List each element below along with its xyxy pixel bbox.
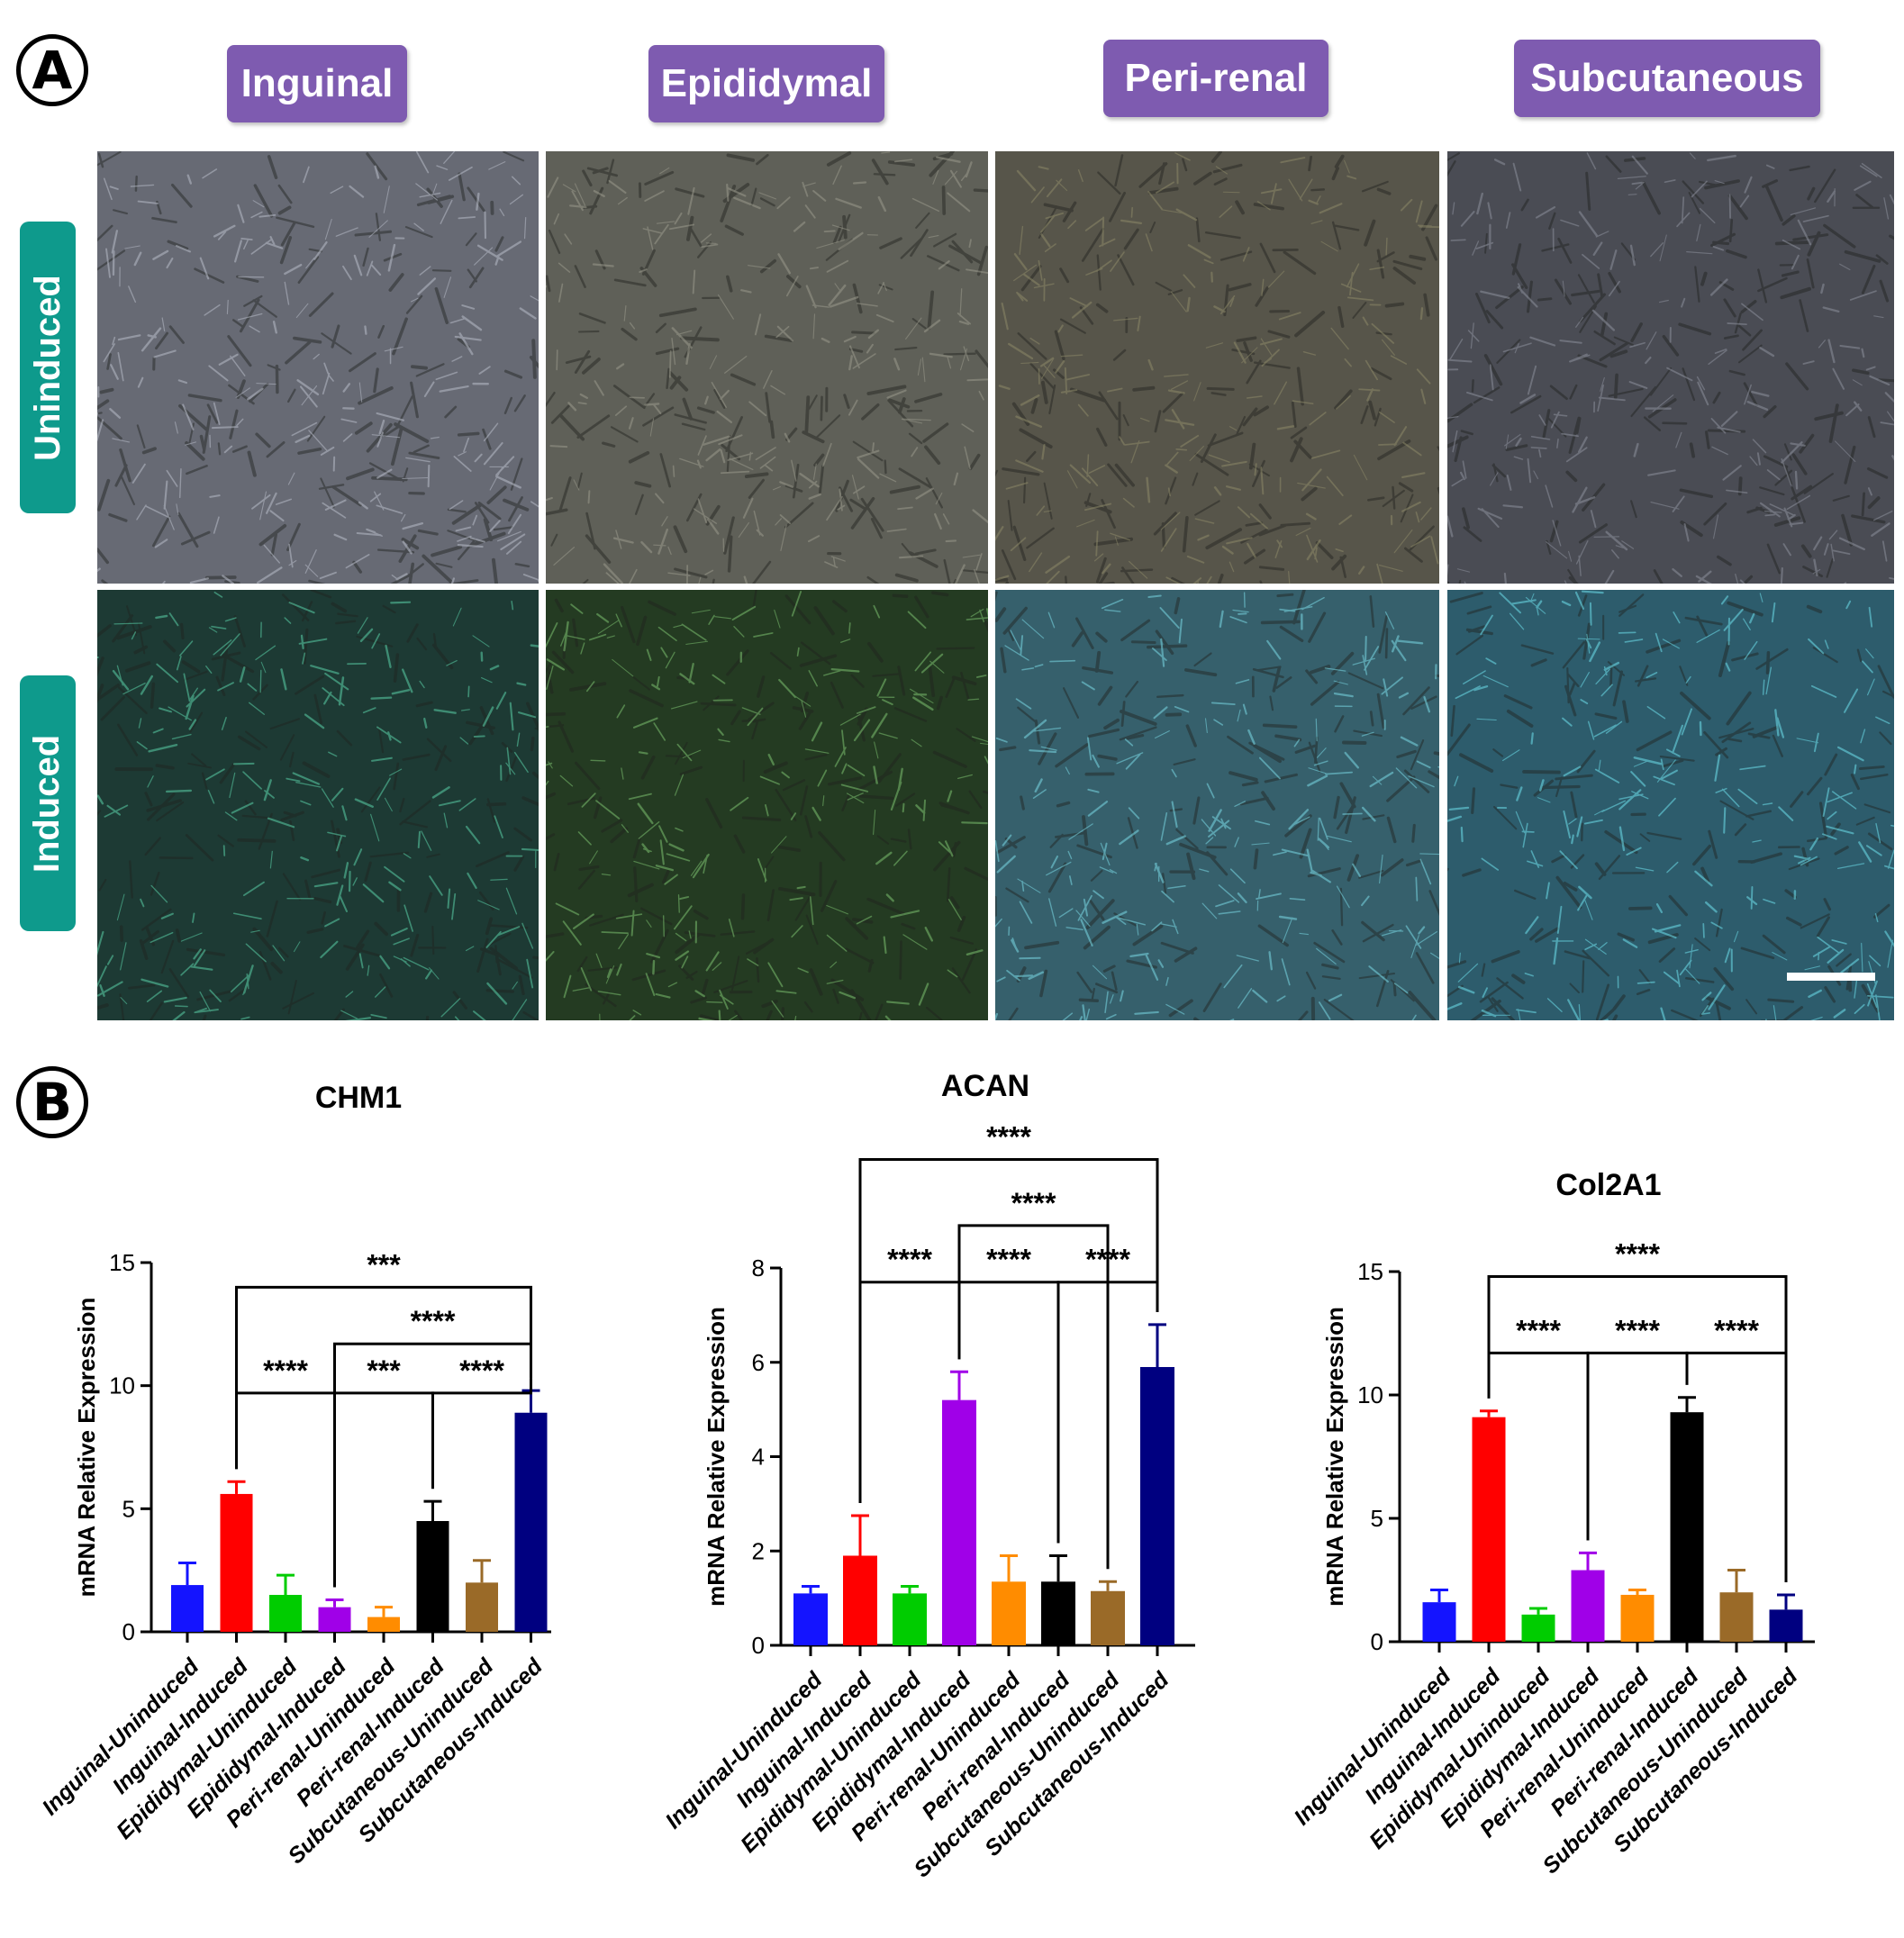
micrograph-peri-renal-uninduced [995,151,1439,584]
micrograph-epididymal-uninduced [546,151,988,584]
y-tick-label: 0 [1371,1628,1383,1655]
acan-y-axis-label: mRNA Relative Expression [703,1307,730,1607]
significance-stars: **** [1714,1314,1759,1346]
scale-bar [1787,973,1875,981]
micrograph-subcutaneous-uninduced [1447,151,1894,584]
significance-bracket [1685,1351,1788,1582]
significance-stars: **** [986,1244,1031,1276]
bar-peri-renal-induced [416,1521,449,1632]
significance-stars: **** [1011,1187,1056,1219]
significance-bracket [1056,1281,1159,1544]
micrograph-inguinal-uninduced [97,151,539,584]
y-tick-label: 4 [752,1444,765,1471]
significance-stars: **** [1085,1244,1130,1276]
significance-stars: **** [459,1354,504,1387]
bar-epididymal-uninduced [1521,1614,1555,1642]
bar-epididymal-induced [318,1607,351,1632]
bar-inguinal-uninduced [793,1593,828,1645]
panel-a-label: A [16,34,88,106]
y-tick-label: 5 [1371,1505,1383,1532]
bar-epididymal-induced [942,1399,976,1645]
chm1-title: CHM1 [315,1081,402,1115]
micrograph-epididymal-induced [546,590,988,1020]
significance-bracket [858,1158,1159,1503]
bar-subcutaneous-uninduced [1719,1592,1754,1642]
column-label-epididymal: Epididymal [648,45,884,122]
bar-subcutaneous-induced [1140,1366,1174,1645]
acan-title: ACAN [941,1069,1029,1103]
y-tick-label: 15 [1357,1258,1383,1285]
bar-epididymal-uninduced [269,1595,302,1632]
significance-stars: **** [1516,1314,1561,1346]
significance-stars: **** [411,1305,456,1337]
bar-peri-renal-induced [1041,1581,1075,1645]
y-tick-label: 5 [122,1495,135,1522]
y-tick-label: 10 [109,1372,135,1399]
col2a1-y-axis-label: mRNA Relative Expression [1321,1307,1348,1607]
bar-subcutaneous-uninduced [1091,1590,1125,1645]
panel-b-label: B [16,1066,88,1138]
significance-stars: **** [887,1244,932,1276]
bar-inguinal-induced [1472,1417,1506,1642]
bar-subcutaneous-induced [1769,1609,1803,1642]
significance-bracket [235,1285,532,1470]
y-tick-label: 15 [109,1249,135,1276]
bar-peri-renal-uninduced [992,1581,1026,1645]
bar-inguinal-induced [220,1493,253,1632]
significance-stars: **** [1615,1314,1660,1346]
bar-inguinal-induced [843,1555,877,1645]
col2a1-title: Col2A1 [1555,1168,1661,1202]
significance-bracket [957,1224,1110,1570]
y-tick-label: 8 [752,1254,765,1281]
y-tick-label: 0 [752,1632,765,1659]
row-label-uninduced: Uninduced [20,222,76,513]
bar-peri-renal-induced [1670,1412,1704,1642]
significance-stars: **** [263,1354,308,1387]
y-tick-label: 2 [752,1537,765,1564]
column-label-subcutaneous: Subcutaneous [1514,40,1820,117]
bar-subcutaneous-induced [514,1412,548,1632]
bar-subcutaneous-uninduced [466,1582,498,1632]
bar-inguinal-uninduced [1422,1602,1456,1642]
bar-inguinal-uninduced [171,1585,204,1632]
y-tick-label: 0 [122,1618,135,1645]
chm1-y-axis-label: mRNA Relative Expression [73,1298,100,1598]
chart-chm1: CHM1 mRNA Relative Expression 0 5 10 15 Inguin… [0,1063,630,1927]
bar-peri-renal-uninduced [367,1617,400,1632]
significance-stars: *** [367,1248,401,1281]
significance-stars: **** [986,1121,1031,1154]
significance-bracket [431,1378,532,1490]
row-label-induced: Induced [20,675,76,931]
significance-stars: **** [1615,1237,1660,1270]
significance-stars: *** [367,1354,401,1387]
micrograph-inguinal-induced [97,590,539,1020]
bar-epididymal-induced [1571,1570,1605,1642]
column-label-inguinal: Inguinal [227,45,407,122]
column-label-peri-renal: Peri-renal [1103,40,1328,117]
bar-epididymal-uninduced [893,1593,927,1645]
chart-col2a1: Col2A1 mRNA Relative Expression 0 5 10 15 Ingu… [1261,1063,1904,1927]
micrograph-peri-renal-induced [995,590,1439,1020]
y-tick-label: 6 [752,1349,765,1376]
bar-peri-renal-uninduced [1620,1594,1655,1642]
chart-acan: ACAN mRNA Relative Expression 0 2 4 6 8 Inguina… [630,1063,1261,1927]
micrograph-subcutaneous-induced [1447,590,1894,1020]
y-tick-label: 10 [1357,1381,1383,1408]
